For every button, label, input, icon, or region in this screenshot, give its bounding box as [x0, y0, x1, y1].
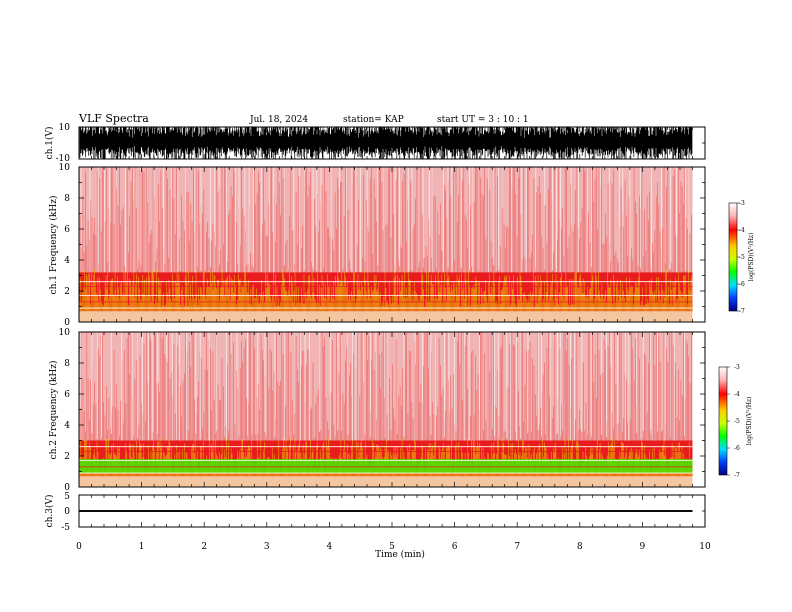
start-time-label: start UT = 3 : 10 : 1 [437, 115, 529, 125]
panel-ch2-spectrogram: 0 2 4 6 8 10 ch.2 Frequency (kHz) -3 -4 … [48, 328, 753, 493]
ch2-cb-tick-m7: -7 [734, 472, 740, 479]
station-label: station= KAP [343, 115, 404, 125]
time-xtick-5: 5 [389, 542, 395, 552]
figure-title: VLF Spectra [78, 112, 149, 125]
y-tick-marks [79, 494, 705, 528]
colorbar-tick-marks [737, 202, 740, 312]
colorbar-tick-marks [727, 366, 730, 476]
time-xtick-2: 2 [201, 542, 207, 552]
ch3-ytick-m5: -5 [61, 523, 70, 533]
y-tick-marks [79, 126, 705, 160]
ch1-waveform-trace [79, 127, 693, 159]
time-xtick-0: 0 [76, 542, 82, 552]
ch2-spectrum-noise [79, 332, 692, 441]
ch2-freq-tick-2: 2 [64, 452, 70, 462]
ch1-ytick-top: 10 [59, 123, 71, 133]
ch1-freq-tick-4: 4 [64, 256, 70, 266]
ch1-cb-tick-m4: -4 [739, 227, 745, 234]
ch2-cb-tick-m3: -3 [734, 364, 740, 371]
ch1-colorbar [728, 202, 738, 312]
ch1-cb-tick-m6: -6 [739, 281, 745, 288]
ch2-freq-tick-6: 6 [64, 390, 70, 400]
time-xtick-7: 7 [514, 542, 520, 552]
ch2-freq-ylabel: ch.2 Frequency (kHz) [48, 361, 59, 460]
ch1-spectrum-base [79, 311, 693, 322]
ch1-freq-tick-2: 2 [64, 287, 70, 297]
x-tick-marks [78, 495, 706, 527]
ch2-colorbar-label: log(PSD)(V²/Hz) [746, 397, 753, 446]
ch1-cb-tick-m7: -7 [739, 308, 745, 315]
ch1-freq-ylabel: ch.1 Frequency (kHz) [48, 196, 59, 295]
ch2-cb-tick-m5: -5 [734, 418, 740, 425]
ch1-freq-tick-0: 0 [64, 318, 70, 328]
ch3-waveform-trace [79, 510, 693, 512]
ch2-freq-tick-10: 10 [59, 328, 71, 338]
panel-ch3-waveform: 5 0 -5 ch.3(V) 0 1 2 3 4 5 6 7 8 9 10 Time (min) [44, 492, 711, 560]
ch2-spectrum-base [79, 476, 693, 487]
ch2-freq-tick-4: 4 [64, 421, 70, 431]
ch1-ylabel: ch.1(V) [44, 127, 55, 160]
time-xtick-4: 4 [327, 542, 333, 552]
x-tick-marks [78, 332, 706, 487]
ch2-cb-tick-m6: -6 [734, 445, 740, 452]
ch3-ylabel: ch.3(V) [44, 495, 55, 528]
time-xtick-10: 10 [699, 542, 711, 552]
ch1-ytick-bottom: -10 [56, 154, 71, 164]
panel-ch1-waveform: 10 -10 ch.1(V) [44, 123, 706, 164]
date-label: Jul. 18, 2024 [249, 115, 308, 125]
ch1-colorbar-label: log(PSD)(V²/Hz) [748, 233, 755, 282]
y-tick-marks [79, 331, 705, 488]
ch1-cb-tick-m3: -3 [739, 200, 745, 207]
time-xtick-6: 6 [452, 542, 458, 552]
time-xtick-1: 1 [139, 542, 145, 552]
ch2-freq-tick-8: 8 [64, 359, 70, 369]
panel-ch1-spectrogram: 0 2 4 6 8 10 ch.1 Frequency (kHz) -3 -4 … [48, 163, 755, 328]
ch1-freq-tick-10: 10 [59, 163, 71, 173]
ch3-ytick-0: 0 [64, 507, 70, 517]
ch1-spectrum-streaks [80, 167, 690, 288]
x-tick-marks [78, 127, 706, 159]
ch1-freq-tick-8: 8 [64, 194, 70, 204]
ch2-spectrum-streaks [80, 332, 685, 453]
time-xtick-9: 9 [640, 542, 646, 552]
ch1-spectrum-yellow [79, 269, 693, 312]
ch3-ytick-5: 5 [64, 492, 70, 502]
ch2-spectrum-greenband [79, 459, 693, 474]
time-xtick-8: 8 [577, 542, 583, 552]
x-tick-marks [78, 167, 706, 322]
time-xtick-3: 3 [264, 542, 270, 552]
ch1-freq-tick-6: 6 [64, 225, 70, 235]
time-xlabel: Time (min) [375, 549, 425, 560]
ch1-cb-tick-m5: -5 [739, 254, 745, 261]
ch2-cb-tick-m4: -4 [734, 391, 740, 398]
y-tick-marks [79, 166, 705, 323]
ch2-colorbar [718, 366, 728, 476]
ch2-freq-tick-0: 0 [64, 483, 70, 493]
